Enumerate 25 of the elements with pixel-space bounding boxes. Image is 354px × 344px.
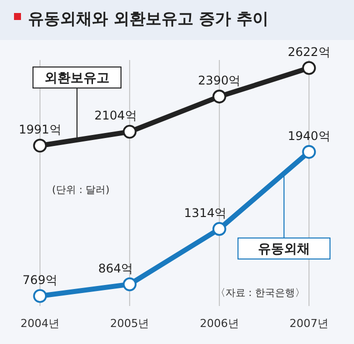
annotation: (단위 : 달러) — [52, 185, 110, 196]
data-label: 864억 — [98, 261, 134, 276]
point — [122, 277, 137, 292]
x-tick-label: 2005년 — [110, 317, 150, 330]
data-label: 1940억 — [288, 128, 330, 143]
text: 외환보유고 — [44, 71, 110, 86]
point — [302, 61, 316, 75]
data-label: 1314억 — [184, 206, 227, 220]
data-label: 2104억 — [94, 108, 137, 123]
data-label: 1991억 — [18, 122, 62, 137]
chart-title: 유동외채와 외환보유고 증가 추이 — [28, 9, 269, 28]
point — [212, 90, 226, 104]
point — [33, 289, 47, 303]
point — [122, 124, 137, 139]
x-tick-label: 2007년 — [290, 317, 328, 330]
data-label: 769억 — [22, 273, 58, 287]
x-tick-label: 2004년 — [20, 317, 60, 330]
point — [212, 222, 226, 236]
point — [33, 138, 47, 153]
data-label: 2622억 — [288, 45, 330, 59]
text: 유동외채 — [258, 242, 310, 257]
x-tick-label: 2006년 — [200, 317, 239, 330]
point — [302, 145, 316, 159]
annotation: 〈자료 : 한국은행〉 — [215, 288, 305, 299]
data-label: 2390억 — [198, 74, 241, 88]
